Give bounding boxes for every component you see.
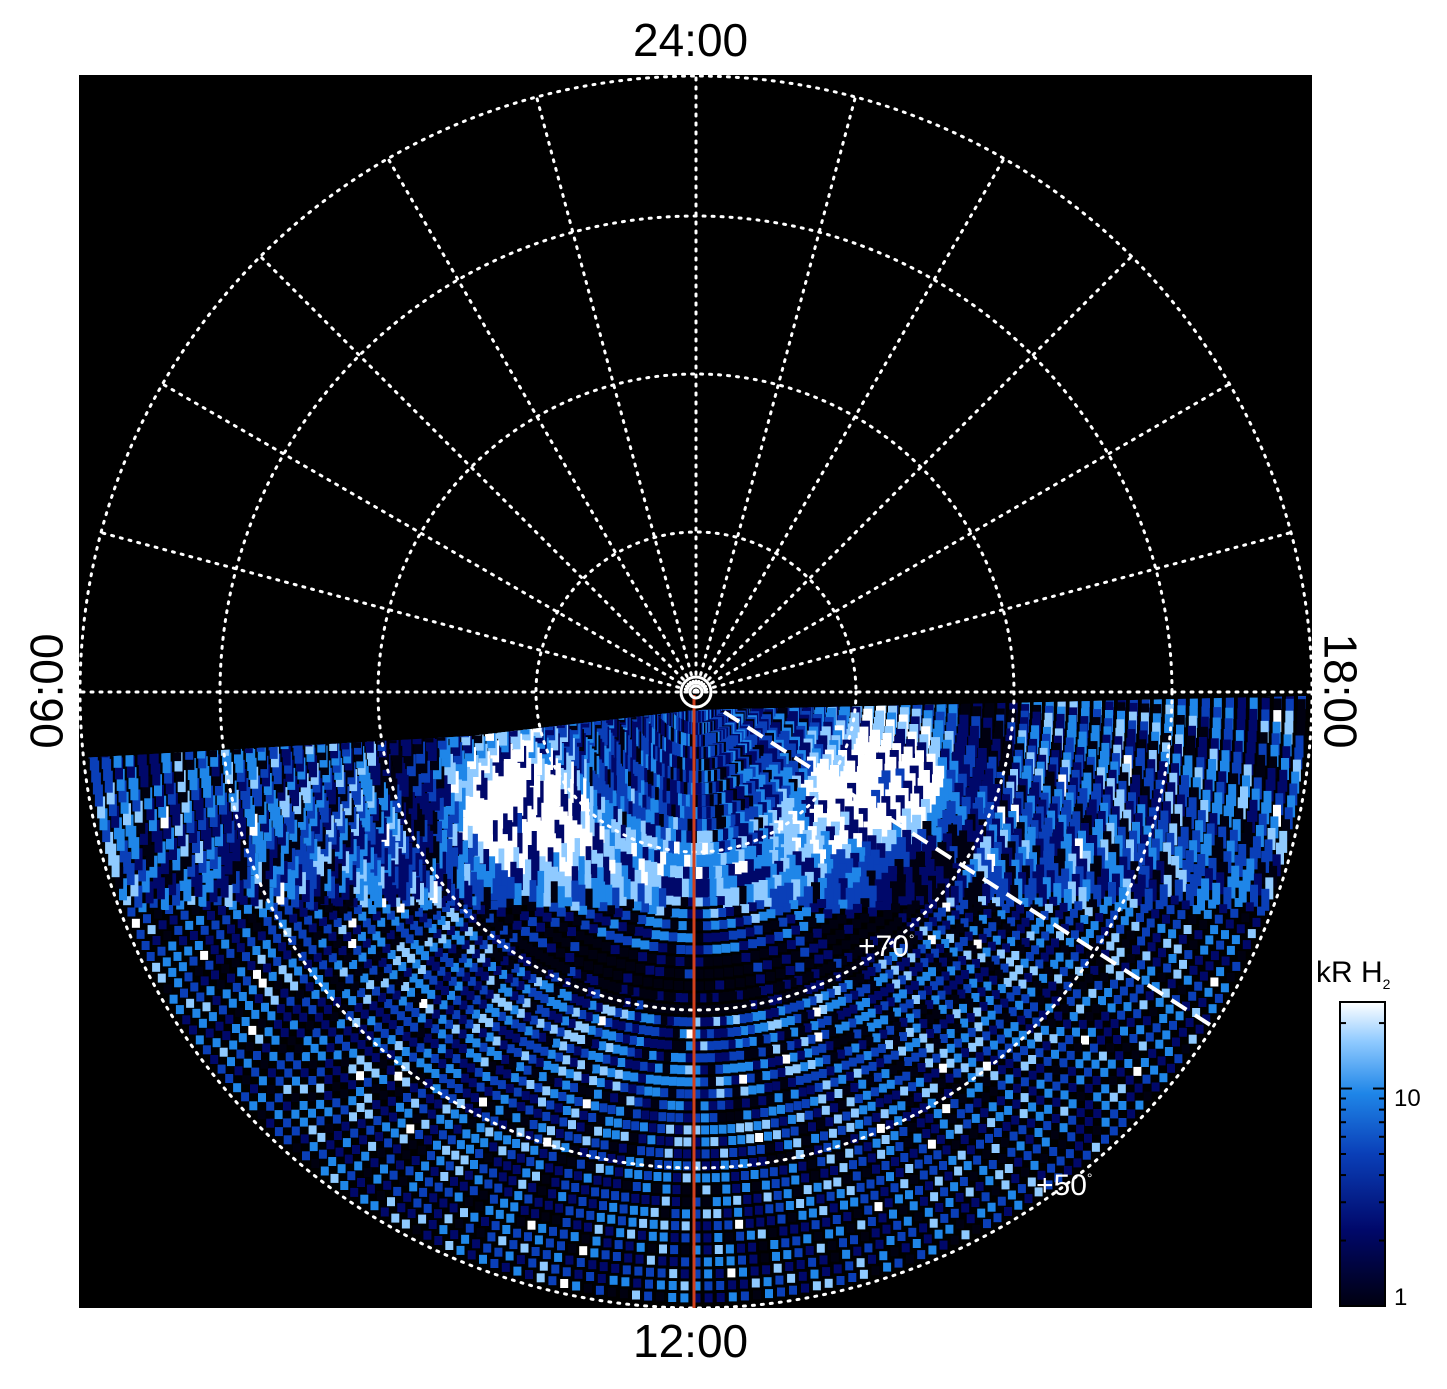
colorbar-tick-label-1: 1 <box>1394 1286 1407 1310</box>
colorbar-title: kR H2 <box>1316 958 1390 991</box>
local-time-label-noon: 12:00 <box>633 1318 748 1364</box>
local-time-label-dawn: 06:00 <box>24 633 70 748</box>
latitude-label-70: +70° <box>858 932 915 962</box>
colorbar-tick-label-10: 10 <box>1394 1087 1421 1111</box>
latitude-label-50: +50° <box>1036 1171 1093 1201</box>
local-time-label-midnight: 24:00 <box>633 17 748 63</box>
local-time-label-dusk: 18:00 <box>1318 633 1364 748</box>
colorbar <box>1340 1002 1385 1306</box>
